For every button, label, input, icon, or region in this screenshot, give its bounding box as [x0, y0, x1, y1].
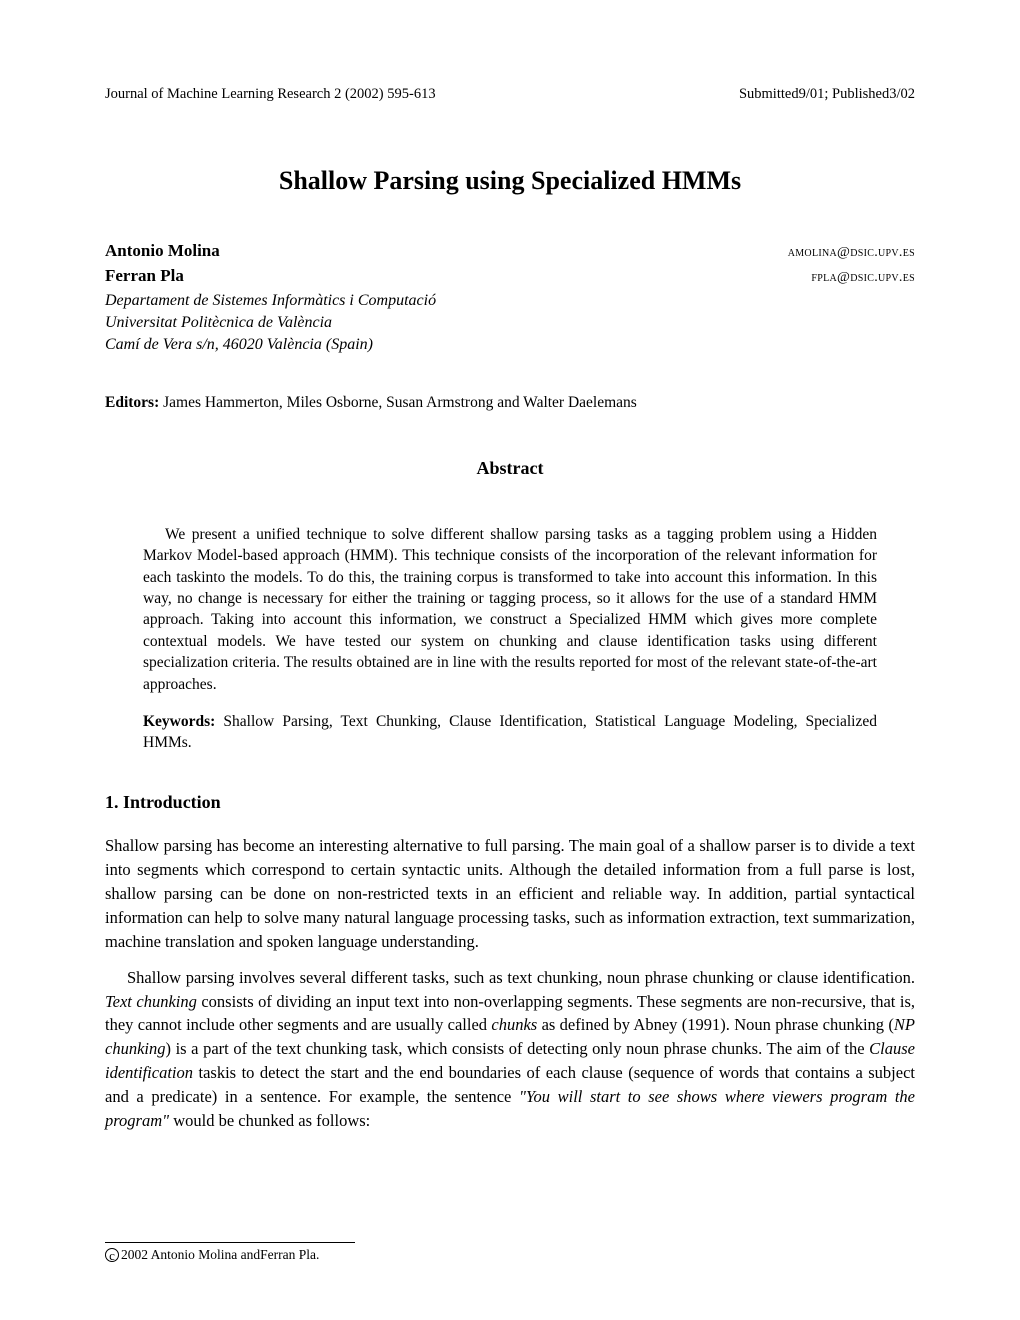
author-name: Antonio Molina: [105, 240, 220, 263]
editors-names: James Hammerton, Miles Osborne, Susan Ar…: [159, 394, 637, 411]
keywords-text: Shallow Parsing, Text Chunking, Clause I…: [143, 713, 877, 751]
keywords-label: Keywords:: [143, 713, 215, 730]
submission-dates: Submitted9/01; Published3/02: [739, 85, 915, 105]
copyright-text: 2002 Antonio Molina andFerran Pla.: [121, 1247, 319, 1262]
affiliation-line: Departament de Sistemes Informàtics i Co…: [105, 290, 915, 312]
author-row: Ferran Pla fpla@dsic.upv.es: [105, 265, 915, 288]
copyright-icon: c: [105, 1248, 119, 1262]
paper-title: Shallow Parsing using Specialized HMMs: [105, 163, 915, 198]
affiliation-line: Universitat Politècnica de València: [105, 312, 915, 334]
affiliation-line: Camí de Vera s/n, 46020 València (Spain): [105, 334, 915, 356]
body-paragraph: Shallow parsing has become an interestin…: [105, 834, 915, 954]
abstract-body: We present a unified technique to solve …: [143, 524, 877, 695]
editors-label: Editors:: [105, 394, 159, 411]
section-heading: 1. Introduction: [105, 790, 915, 814]
author-email: fpla@dsic.upv.es: [811, 269, 915, 288]
editors-line: Editors: James Hammerton, Miles Osborne,…: [105, 393, 915, 414]
author-row: Antonio Molina amolina@dsic.upv.es: [105, 240, 915, 263]
running-header: Journal of Machine Learning Research 2 (…: [105, 85, 915, 105]
body-paragraph: Shallow parsing involves several differe…: [105, 966, 915, 1133]
abstract-heading: Abstract: [105, 456, 915, 480]
affiliation: Departament de Sistemes Informàtics i Co…: [105, 290, 915, 357]
author-name: Ferran Pla: [105, 265, 184, 288]
page-footer: c2002 Antonio Molina andFerran Pla.: [105, 1242, 355, 1264]
keywords: Keywords: Shallow Parsing, Text Chunking…: [143, 711, 877, 754]
author-email: amolina@dsic.upv.es: [788, 244, 915, 263]
journal-ref: Journal of Machine Learning Research 2 (…: [105, 85, 436, 105]
